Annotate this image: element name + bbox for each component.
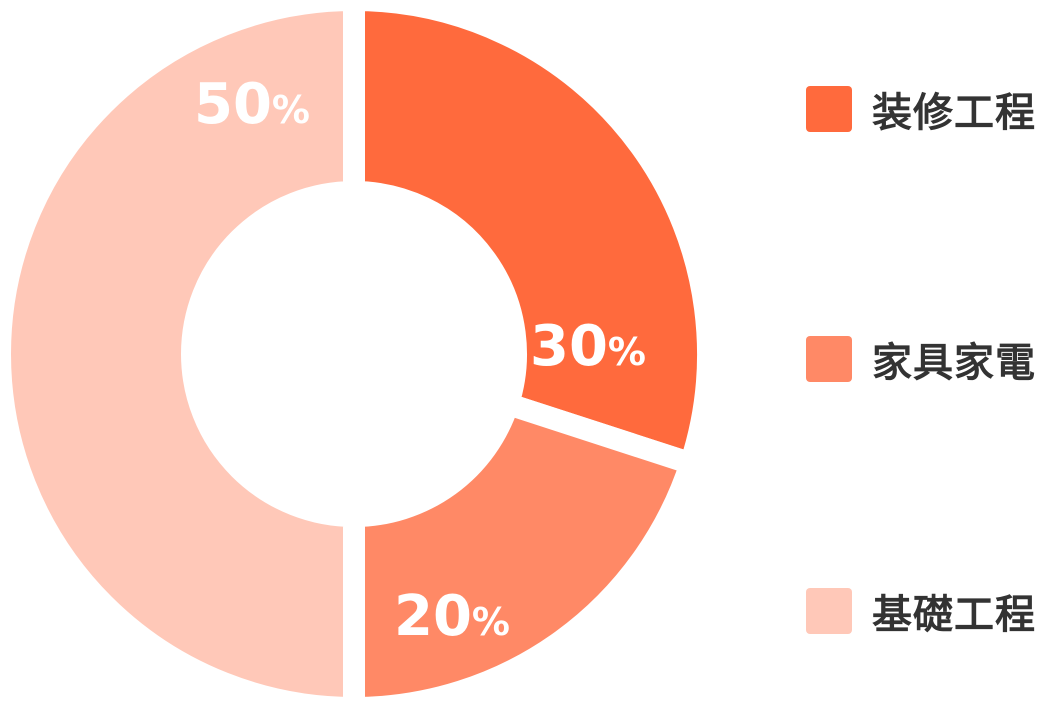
legend-item: 基礎工程 xyxy=(806,582,1036,640)
data-label: 20% xyxy=(394,584,510,649)
data-label-unit: % xyxy=(608,330,646,374)
donut-slice xyxy=(343,0,719,475)
legend-label: 装修工程 xyxy=(872,90,1036,136)
data-label: 50% xyxy=(194,72,310,137)
data-label: 30% xyxy=(530,314,646,379)
legend-item: 家具家電 xyxy=(806,330,1036,388)
legend-item: 装修工程 xyxy=(806,80,1036,138)
data-label-value: 30 xyxy=(530,314,608,379)
donut-slice xyxy=(0,0,365,708)
data-label-value: 50 xyxy=(194,72,272,137)
legend-swatch xyxy=(806,336,852,382)
data-label-unit: % xyxy=(272,88,310,132)
data-label-value: 20 xyxy=(394,584,472,649)
data-label-unit: % xyxy=(472,600,510,644)
donut-slice xyxy=(343,393,702,708)
legend-label: 家具家電 xyxy=(872,340,1036,386)
legend-label: 基礎工程 xyxy=(872,592,1036,638)
legend-swatch xyxy=(806,86,852,132)
legend-swatch xyxy=(806,588,852,634)
